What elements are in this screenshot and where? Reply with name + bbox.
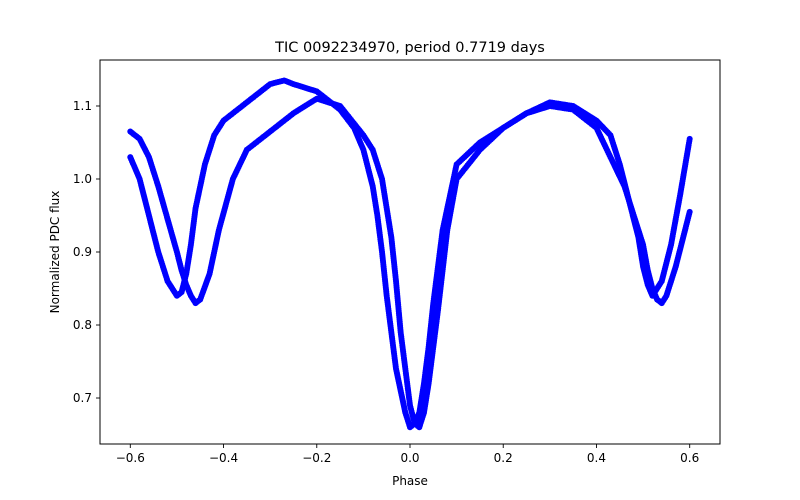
x-tick-label: 0.4 [587,451,606,465]
y-tick-label: 0.7 [73,391,92,405]
x-tick-label: 0.6 [680,451,699,465]
y-tick-label: 1.1 [73,99,92,113]
data-point-branch-b [686,135,693,142]
x-tick-label: 0.2 [494,451,513,465]
chart-title: TIC 0092234970, period 0.7719 days [274,40,545,56]
data-points [127,77,693,431]
x-tick-label: −0.4 [209,451,238,465]
x-axis-ticks: −0.6 −0.4 −0.2 0.0 0.2 0.4 0.6 [116,444,699,465]
y-tick-label: 0.8 [73,318,92,332]
y-axis-label: Normalized PDC flux [48,191,62,314]
y-axis-ticks: 0.7 0.8 0.9 1.0 1.1 [73,99,100,405]
data-point-branch-a [686,208,693,215]
x-tick-label: −0.6 [116,451,145,465]
x-tick-label: −0.2 [302,451,331,465]
y-tick-label: 0.9 [73,245,92,259]
x-tick-label: 0.0 [400,451,419,465]
x-axis-label: Phase [392,474,428,488]
y-tick-label: 1.0 [73,172,92,186]
